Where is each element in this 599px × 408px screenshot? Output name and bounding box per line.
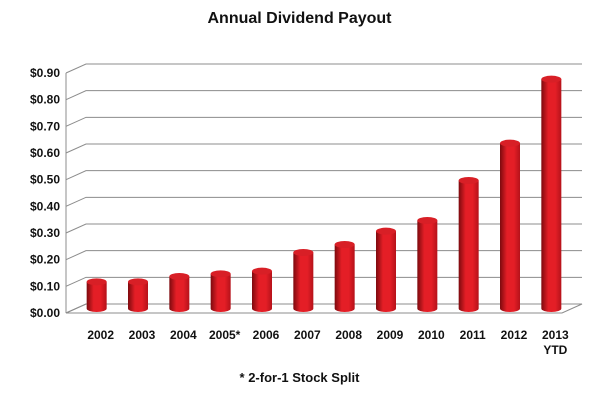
- bar-top: [86, 278, 107, 286]
- bar: [376, 227, 396, 312]
- bar-top: [417, 217, 438, 224]
- bar-top: [376, 227, 396, 235]
- gridline: [65, 196, 582, 207]
- bar-body: [169, 276, 190, 312]
- y-tick-label: $0.00: [30, 306, 60, 320]
- y-tick-label: $0.60: [30, 146, 60, 160]
- x-tick-label: 2011: [460, 328, 486, 342]
- bar-top: [458, 177, 479, 184]
- y-tick-label: $0.40: [30, 199, 60, 213]
- bar: [169, 273, 190, 312]
- bar: [334, 241, 355, 312]
- bar: [417, 217, 438, 312]
- gridline: [65, 116, 582, 127]
- gridline: [65, 223, 582, 234]
- chart-title: Annual Dividend Payout: [207, 10, 392, 27]
- bar-body: [417, 220, 438, 312]
- gridline: [65, 143, 582, 154]
- y-tick-label: $0.80: [30, 93, 60, 107]
- y-tick-label: $0.10: [30, 279, 60, 293]
- x-tick-label: 2010: [418, 328, 445, 342]
- chart-footnote: * 2-for-1 Stock Split: [239, 370, 360, 385]
- bar-body: [541, 79, 562, 313]
- bar-body: [293, 252, 314, 312]
- bar: [293, 249, 314, 312]
- bar: [252, 267, 272, 312]
- x-tick-label: 2012: [501, 328, 528, 342]
- x-tick-label: 2008: [335, 328, 362, 342]
- y-tick-label: $0.50: [30, 173, 60, 187]
- gridline: [65, 303, 582, 314]
- x-tick-label: 2003: [129, 328, 156, 342]
- bar-body: [86, 281, 107, 312]
- gridline: [65, 250, 582, 261]
- x-tick-label: 2004: [170, 328, 197, 342]
- y-tick-label: $0.90: [30, 66, 60, 80]
- bar-body: [500, 143, 520, 312]
- gridline: [65, 276, 582, 287]
- bar: [541, 75, 562, 313]
- x-tick-label: 2009: [377, 328, 404, 342]
- y-tick-label: $0.70: [30, 119, 60, 133]
- bar-top: [334, 241, 355, 248]
- x-tick-label: 2013 YTD: [542, 328, 569, 357]
- x-tick-label: 2002: [87, 328, 114, 342]
- x-tick-label: 2005*: [209, 328, 241, 342]
- bar-body: [128, 281, 148, 312]
- bar: [500, 139, 520, 312]
- gridline: [65, 90, 582, 101]
- bar-top: [252, 267, 272, 275]
- bar: [210, 270, 231, 312]
- bar-body: [210, 273, 231, 312]
- gridline: [65, 170, 582, 181]
- bar-top: [169, 273, 190, 280]
- bar-top: [541, 75, 562, 83]
- bar: [128, 278, 148, 312]
- bar-body: [252, 271, 272, 312]
- bar: [458, 177, 479, 312]
- x-tick-label: 2007: [294, 328, 321, 342]
- gridline: [65, 63, 582, 74]
- bar-body: [334, 244, 355, 312]
- x-tick-label: 2006: [253, 328, 280, 342]
- y-tick-label: $0.20: [30, 253, 60, 267]
- bar-top: [210, 270, 231, 278]
- bar-top: [500, 139, 520, 147]
- bar-body: [458, 180, 479, 312]
- y-tick-label: $0.30: [30, 226, 60, 240]
- bar-body: [376, 231, 396, 312]
- bar-top: [293, 249, 314, 256]
- bar-top: [128, 278, 148, 286]
- bar: [86, 278, 107, 312]
